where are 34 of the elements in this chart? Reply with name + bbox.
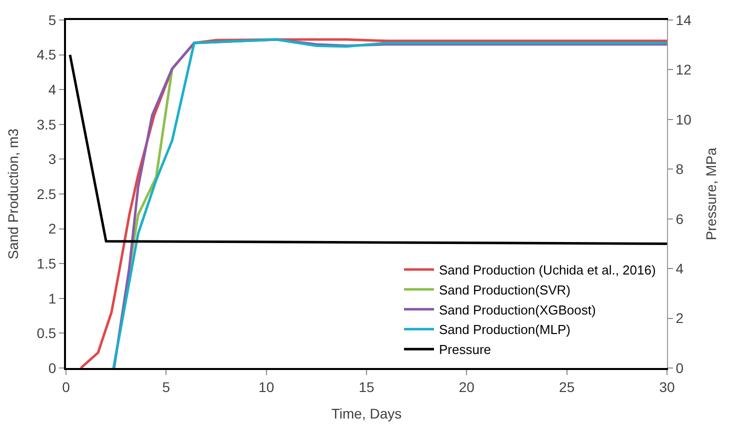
- y-tick-label: 0.5: [36, 325, 56, 342]
- y2-tick-label: 0: [676, 360, 684, 376]
- y-tick-label: 4.5: [36, 46, 56, 63]
- x-tick-label: 15: [358, 378, 374, 395]
- x-tick-label: 25: [559, 378, 575, 395]
- y-tick-label: 1.5: [36, 256, 56, 272]
- y-tick-label: 1: [48, 290, 56, 306]
- y2-tick-label: 8: [676, 161, 684, 178]
- y-tick-label: 4: [48, 82, 56, 98]
- x-tick-label: 30: [659, 378, 675, 395]
- x-axis-title: Time, Days: [331, 406, 402, 422]
- y-tick-label: 3: [48, 151, 56, 168]
- y-tick-label: 2.5: [36, 186, 56, 202]
- y-tick-label: 3.5: [36, 116, 56, 132]
- y-tick-label: 0: [48, 360, 56, 376]
- y2-tick-label: 4: [676, 260, 684, 276]
- legend-label: Sand Production(MLP): [438, 322, 571, 338]
- legend-label: Sand Production(XGBoost): [438, 302, 596, 318]
- x-tick-label: 20: [458, 378, 475, 395]
- y2-tick-label: 14: [676, 12, 692, 28]
- legend-label: Sand Production(SVR): [438, 282, 571, 298]
- y2-tick-label: 12: [676, 62, 692, 78]
- x-tick-label: 5: [162, 378, 170, 395]
- y-axis-title: Sand Production, m3: [4, 128, 21, 260]
- y-tick-label: 2: [48, 220, 56, 237]
- y2-tick-label: 6: [676, 210, 684, 227]
- y2-tick-label: 10: [676, 111, 692, 128]
- x-tick-label: 10: [258, 378, 274, 395]
- x-tick-label: 0: [62, 378, 70, 395]
- legend-label: Sand Production (Uchida et al., 2016): [438, 262, 656, 278]
- y2-tick-label: 2: [676, 310, 684, 326]
- y-tick-label: 5: [48, 12, 56, 28]
- legend-label: Pressure: [438, 342, 492, 358]
- y2-axis-title: Pressure, MPa: [702, 147, 719, 240]
